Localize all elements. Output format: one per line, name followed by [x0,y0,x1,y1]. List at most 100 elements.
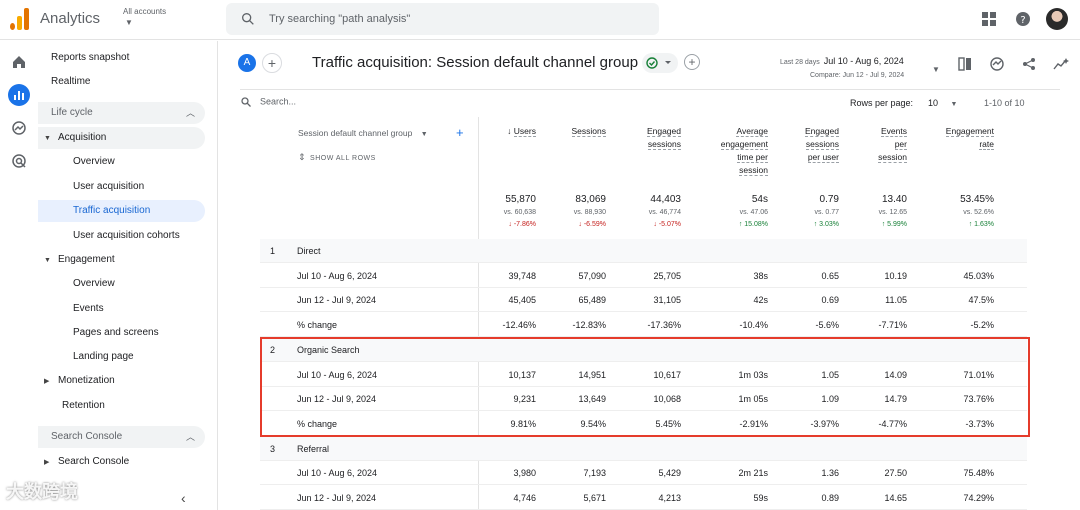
total-delta: ↑ 1.63% [968,221,994,228]
nav-acquisition[interactable]: ▼ Acquisition [38,127,205,149]
nav-engagement-label: Engagement [58,254,115,265]
column-header[interactable]: Engagement rate [945,125,994,151]
nav-engagement[interactable]: ▼ Engagement [38,249,205,271]
nav-engagement-overview[interactable]: Overview [73,278,115,289]
table-cell: 14.09 [884,369,907,380]
column-header[interactable]: ↓ Users [507,125,536,138]
add-dimension-button[interactable]: + [456,125,464,140]
nav-traffic-acquisition[interactable]: Traffic acquisition [38,200,205,222]
add-comparison-button[interactable]: + [262,53,282,73]
reports-icon[interactable] [8,84,30,106]
triangle-down-icon: ▼ [44,257,51,264]
apps-grid-icon[interactable] [978,8,1000,30]
home-icon[interactable] [8,51,30,73]
column-header-line: per user [807,152,839,163]
watermark: 大数跨境 [6,482,78,502]
add-report-button[interactable]: + [684,54,700,70]
insights-icon[interactable] [986,53,1008,75]
nav-user-acquisition[interactable]: User acquisition [73,181,145,192]
table-group-row[interactable]: 3 Referral [260,436,1027,461]
column-header[interactable]: Engaged sessions [646,125,681,151]
total-delta: ↑ 3.03% [813,221,839,228]
nav-monetization-label: Monetization [58,375,115,386]
channel-name: Referral [297,443,330,454]
total-cell: 13.40 vs. 12.65 ↑ 5.99% [879,193,907,231]
global-search[interactable]: Try searching "path analysis" [226,3,659,35]
nav-realtime[interactable]: Realtime [51,76,91,87]
user-avatar[interactable] [1046,8,1068,30]
total-compare: vs. 47.06 [739,209,768,216]
nav-reports-snapshot[interactable]: Reports snapshot [51,52,130,63]
search-icon [241,97,251,107]
table-cell: 9.54% [580,418,606,429]
nav-section-search-console[interactable]: Search Console ︿ [38,426,205,448]
table-search[interactable]: Search... [240,96,296,108]
analytics-logo[interactable] [10,8,30,30]
nav-acquisition-overview[interactable]: Overview [73,156,115,167]
caret-down-icon: ▼ [950,101,958,108]
table-cell: 5,671 [583,493,606,503]
total-value: 55,870 [505,194,536,205]
table-group-row[interactable]: 1 Direct [260,239,1027,263]
compare-columns-icon[interactable] [954,53,976,75]
account-selector-label: All accounts [123,7,167,16]
explore-icon[interactable] [8,117,30,139]
nav-events[interactable]: Events [73,303,104,314]
table-row: Jun 12 - Jul 9, 2024 9,231 13,649 10,068 1m … [260,387,1027,412]
table-row: Jun 12 - Jul 9, 2024 45,405 65,489 31,105 42… [260,288,1027,313]
page-title: Traffic acquisition: Session default cha… [312,54,639,71]
row-label: Jun 12 - Jul 9, 2024 [297,493,377,503]
nav-monetization[interactable]: ▶ Monetization [38,370,205,392]
table-cell: -3.73% [965,418,994,429]
total-value: 13.40 [881,194,907,205]
total-compare: vs. 12.65 [878,209,907,216]
column-header-line: Sessions [571,126,606,137]
column-header[interactable]: Events per session [878,125,907,164]
total-value: 54s [751,194,768,205]
table-cell: 45.03% [963,270,994,281]
table-cell: -5.2% [970,320,994,331]
total-cell: 0.79 vs. 0.77 ↑ 3.03% [814,193,839,231]
global-search-placeholder: Try searching "path analysis" [269,13,411,25]
total-delta: ↓ -7.86% [508,221,536,228]
table-cell: -5.6% [815,320,839,331]
table-cell: 0.89 [821,493,839,503]
show-all-rows-button[interactable]: ⇕ SHOW ALL ROWS [298,152,376,163]
table-row: % change -12.46% -12.83% -17.36% -10.4% -5.6%… [260,313,1027,338]
report-status-menu[interactable] [642,53,678,73]
collapse-nav-icon[interactable]: ‹ [181,490,186,506]
nav-retention[interactable]: Retention [62,400,105,411]
table-group-row[interactable]: 2 Organic Search [260,337,1027,362]
column-header-line: session [878,152,907,163]
account-selector[interactable]: All accounts ▼ [123,7,166,27]
table-cell: 75.48% [963,468,994,479]
sort-arrow-icon: ↓ [507,126,514,136]
report-table-card [240,89,1060,510]
nav-section-lifecycle[interactable]: Life cycle ︿ [38,102,205,124]
share-icon[interactable] [1018,53,1040,75]
top-bar: Analytics All accounts ▼ Try searching "… [0,0,1080,40]
row-label: Jun 12 - Jul 9, 2024 [297,295,377,306]
table-row: Jun 12 - Jul 9, 2024 4,746 5,671 4,213 59s 0.… [260,486,1027,510]
triangle-down-icon: ▼ [44,135,51,142]
table-cell: -3.97% [810,418,839,429]
comparison-avatar[interactable]: A [238,54,256,72]
column-header[interactable]: Average engagement time per session [720,125,768,177]
trend-sparkle-icon[interactable] [1050,53,1072,75]
column-header[interactable]: Sessions [571,125,606,138]
nav-pages-and-screens[interactable]: Pages and screens [73,327,159,338]
date-range-picker[interactable]: Last 28 days Jul 10 - Aug 6, 2024 [780,56,904,66]
nav-landing-page[interactable]: Landing page [73,351,134,362]
help-icon[interactable]: ? [1012,8,1034,30]
caret-down-icon: ▼ [125,18,133,27]
nav-user-acquisition-cohorts[interactable]: User acquisition cohorts [73,230,180,241]
caret-down-icon[interactable]: ▼ [932,65,940,74]
column-header-line: Engagement [945,126,994,137]
dimension-selector[interactable]: Session default channel group ▼ [298,128,428,138]
column-header[interactable]: Engaged sessions per user [804,125,839,164]
nav-search-console[interactable]: ▶ Search Console [38,451,205,473]
table-cell: 1.36 [821,468,839,479]
advertising-icon[interactable] [8,150,30,172]
table-cell: 71.01% [963,369,994,380]
rows-per-page-select[interactable]: 10 ▼ [928,98,957,108]
